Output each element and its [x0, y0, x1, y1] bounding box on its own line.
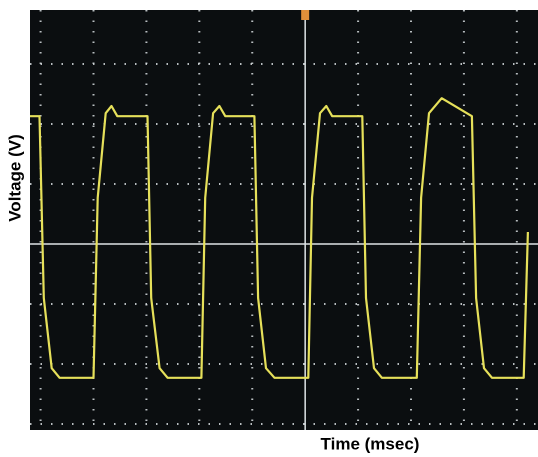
y-axis-label: Voltage (V)	[5, 134, 24, 222]
x-axis-label: Time (msec)	[321, 434, 420, 453]
scope-screen	[30, 10, 538, 430]
trigger-marker	[301, 10, 310, 20]
waveform	[30, 97, 529, 379]
